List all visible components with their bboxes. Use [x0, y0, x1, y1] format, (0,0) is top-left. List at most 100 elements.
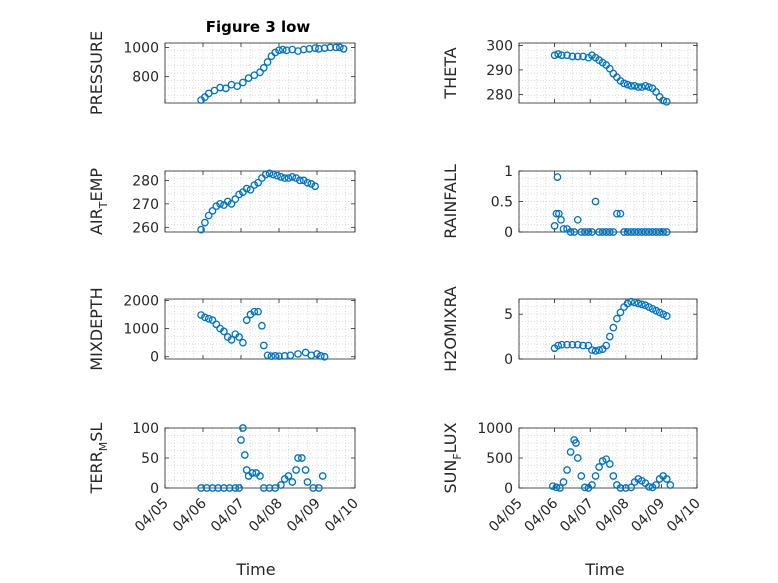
- data-point: [201, 218, 209, 227]
- data-point: [591, 472, 600, 480]
- y-tick-label: 1000: [477, 421, 513, 437]
- data-point: [627, 82, 635, 90]
- data-point: [641, 82, 650, 90]
- data-point: [579, 52, 587, 61]
- y-tick-label: 0: [504, 225, 513, 241]
- data-point: [339, 45, 348, 53]
- data-point: [278, 45, 287, 54]
- data-point: [288, 173, 297, 181]
- subplot-pressure: 800 1000 PRESSURE: [87, 31, 356, 115]
- data-point: [225, 484, 234, 492]
- data-point: [557, 340, 566, 349]
- data-point: [557, 51, 566, 60]
- data-point: [566, 448, 575, 456]
- data-point: [267, 352, 276, 361]
- data-point: [591, 197, 600, 206]
- data-point: [239, 338, 247, 347]
- data-point: [552, 483, 561, 492]
- y-axis-label: SUNFLUX: [441, 422, 464, 493]
- x-tick-label: 04/10: [322, 496, 362, 536]
- data-point: [552, 209, 561, 218]
- data-point: [316, 352, 325, 360]
- data-point: [239, 78, 247, 87]
- data-point: [588, 346, 596, 354]
- data-point: [623, 80, 632, 89]
- y-tick-label: 1000: [123, 40, 159, 56]
- data-point: [242, 184, 251, 193]
- data-point: [623, 228, 632, 236]
- data-point: [214, 484, 223, 492]
- data-point: [662, 97, 671, 106]
- data-point: [231, 484, 240, 492]
- axes-box: [518, 298, 698, 360]
- data-point: [648, 228, 657, 236]
- data-point: [284, 472, 293, 480]
- data-point: [212, 320, 221, 329]
- data-point: [263, 58, 272, 66]
- data-point: [557, 215, 565, 224]
- y-tick-label: 1000: [123, 322, 159, 338]
- data-point: [313, 350, 321, 358]
- data-point: [550, 51, 559, 60]
- data-point: [613, 209, 621, 218]
- y-axis-label: MIXDEPTH: [87, 287, 106, 370]
- x-tick-label: 04/08: [593, 496, 633, 536]
- data-point: [645, 482, 653, 491]
- x-tick-label: 04/05: [486, 496, 526, 536]
- data-point: [605, 64, 614, 73]
- x-tick-label: 04/09: [284, 496, 324, 536]
- y-axis-label: THETA: [441, 47, 460, 99]
- data-point: [579, 341, 587, 350]
- data-point: [292, 466, 300, 474]
- y-tick-label: 280: [486, 87, 513, 103]
- data-point: [573, 454, 582, 462]
- subplot-sun-flux: 0 500 1000 SUNFLUX 04/0504/0604/0704/0804/09…: [441, 421, 704, 535]
- data-point: [227, 335, 236, 344]
- data-point: [573, 52, 582, 61]
- y-tick-label: 100: [132, 421, 159, 437]
- data-point: [254, 178, 262, 187]
- data-point: [197, 484, 205, 492]
- data-point: [235, 333, 243, 341]
- axes-box: [164, 170, 356, 233]
- data-point: [637, 83, 646, 91]
- grid: [519, 428, 697, 488]
- data-point: [237, 436, 245, 444]
- data-point: [292, 174, 300, 182]
- data-point: [573, 215, 582, 224]
- y-tick-label: 800: [132, 70, 159, 86]
- data-point: [271, 352, 280, 360]
- data-point: [563, 340, 571, 349]
- data-point: [584, 228, 593, 236]
- y-tick-label: 1: [504, 164, 513, 180]
- data-point: [634, 83, 643, 91]
- data-point: [280, 174, 289, 182]
- data-point: [595, 463, 603, 471]
- data-point: [204, 314, 213, 323]
- data-point: [554, 50, 563, 58]
- data-point: [197, 311, 205, 319]
- data-point: [652, 88, 660, 96]
- data-point: [309, 484, 318, 492]
- data-point: [271, 484, 280, 492]
- x-tick-label: 04/07: [208, 496, 248, 536]
- data-point: [254, 307, 262, 316]
- data-point: [223, 197, 232, 206]
- grid: [165, 43, 355, 103]
- y-tick-label: 0: [150, 350, 159, 366]
- axes-box: [164, 42, 356, 104]
- data-point: [554, 341, 563, 350]
- data-point: [620, 79, 628, 88]
- data-point: [566, 228, 575, 236]
- data-point: [297, 454, 306, 462]
- data-point: [235, 484, 243, 492]
- data-point: [288, 478, 297, 486]
- data-point: [609, 472, 618, 480]
- subplot-theta: 280 290 300 THETA: [441, 38, 698, 106]
- data-point: [275, 352, 283, 361]
- data-point: [208, 484, 217, 492]
- data-point: [659, 96, 668, 105]
- data-point: [202, 484, 211, 492]
- axes-box: [164, 298, 356, 360]
